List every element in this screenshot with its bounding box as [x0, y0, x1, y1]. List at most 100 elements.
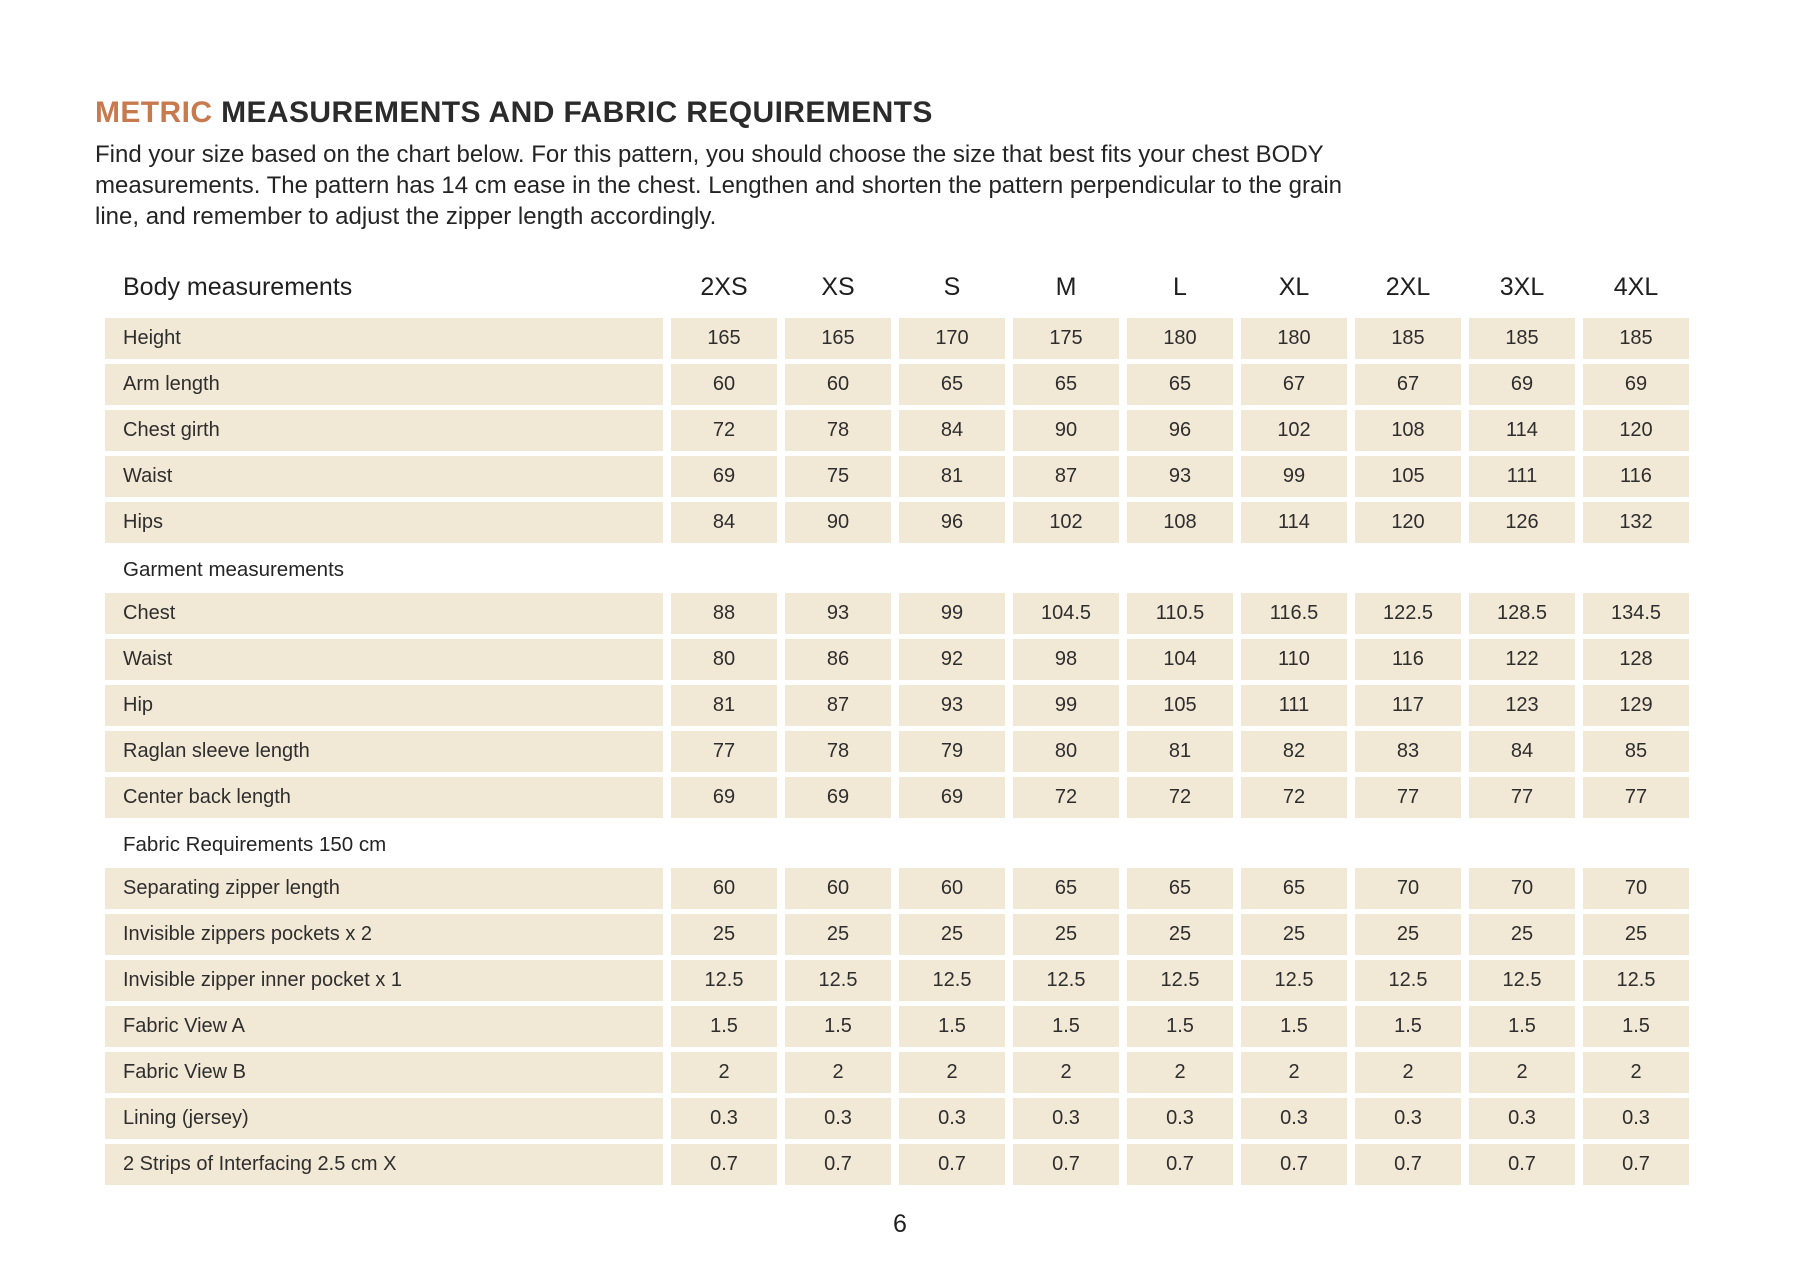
- row-value: 1.5: [785, 1006, 891, 1047]
- row-value: 25: [899, 914, 1005, 955]
- row-value: 93: [785, 593, 891, 634]
- table-row: Invisible zippers pockets x 2 25 25 25 25 25 2…: [105, 914, 1689, 955]
- row-value: 93: [1127, 456, 1233, 497]
- row-value: 77: [1583, 777, 1689, 818]
- row-value: 0.3: [1241, 1098, 1347, 1139]
- row-value: 0.7: [1127, 1144, 1233, 1185]
- row-value: 84: [671, 502, 777, 543]
- row-value: 72: [1241, 777, 1347, 818]
- row-value: 60: [785, 868, 891, 909]
- row-value: 92: [899, 639, 1005, 680]
- row-value: 114: [1469, 410, 1575, 451]
- row-value: 122: [1469, 639, 1575, 680]
- row-value: 2: [671, 1052, 777, 1093]
- row-label: Invisible zippers pockets x 2: [105, 914, 663, 955]
- intro-line: line, and remember to adjust the zipper …: [95, 203, 717, 230]
- row-label: Waist: [105, 639, 663, 680]
- row-value: 0.7: [1355, 1144, 1461, 1185]
- row-value: 83: [1355, 731, 1461, 772]
- row-label: Chest: [105, 593, 663, 634]
- row-value: 104.5: [1013, 593, 1119, 634]
- size-column-header: 2XL: [1385, 272, 1431, 301]
- size-column-header: 3XL: [1499, 272, 1545, 301]
- row-value: 0.3: [899, 1098, 1005, 1139]
- row-value: 120: [1583, 410, 1689, 451]
- row-value: 60: [785, 364, 891, 405]
- row-value: 117: [1355, 685, 1461, 726]
- row-value: 2: [1241, 1052, 1347, 1093]
- row-value: 0.7: [671, 1144, 777, 1185]
- row-value: 111: [1469, 456, 1575, 497]
- row-value: 105: [1355, 456, 1461, 497]
- row-value: 0.3: [1583, 1098, 1689, 1139]
- table-row: Waist 69 75 81 87 93 99 105 111 116: [105, 456, 1689, 497]
- row-value: 2: [899, 1052, 1005, 1093]
- row-value: 0.7: [1583, 1144, 1689, 1185]
- row-label: Waist: [105, 456, 663, 497]
- row-value: 0.7: [785, 1144, 891, 1185]
- row-value: 65: [1127, 868, 1233, 909]
- row-value: 185: [1355, 318, 1461, 359]
- row-value: 1.5: [671, 1006, 777, 1047]
- table-row: Fabric View A 1.5 1.5 1.5 1.5 1.5 1.5 1.5 1.5 1.5: [105, 1006, 1689, 1047]
- intro-line: measurements. The pattern has 14 cm ease…: [95, 172, 1343, 199]
- size-column-header: 2XS: [700, 272, 748, 301]
- row-label: Separating zipper length: [105, 868, 663, 909]
- row-value: 77: [1469, 777, 1575, 818]
- page-title-rest: MEASUREMENTS AND FABRIC REQUIREMENTS: [212, 96, 933, 129]
- page-title: METRIC MEASUREMENTS AND FABRIC REQUIREME…: [95, 96, 1689, 130]
- table-row: Hips 84 90 96 102 108 114 120 126 132: [105, 502, 1689, 543]
- row-value: 128: [1583, 639, 1689, 680]
- row-value: 99: [1241, 456, 1347, 497]
- row-value: 12.5: [1127, 960, 1233, 1001]
- row-value: 185: [1583, 318, 1689, 359]
- row-value: 67: [1241, 364, 1347, 405]
- row-value: 1.5: [1127, 1006, 1233, 1047]
- row-value: 25: [1127, 914, 1233, 955]
- row-value: 102: [1013, 502, 1119, 543]
- row-value: 25: [1241, 914, 1347, 955]
- row-value: 72: [1127, 777, 1233, 818]
- intro-line: Find your size based on the chart below.…: [95, 141, 1324, 168]
- table-row: Lining (jersey) 0.3 0.3 0.3 0.3 0.3 0.3 0.3 0.3 0…: [105, 1098, 1689, 1139]
- row-label: 2 Strips of Interfacing 2.5 cm X: [105, 1144, 663, 1185]
- row-value: 180: [1127, 318, 1233, 359]
- row-value: 25: [1469, 914, 1575, 955]
- intro-paragraph: Find your size based on the chart below.…: [95, 139, 1689, 232]
- row-value: 60: [671, 364, 777, 405]
- row-value: 88: [671, 593, 777, 634]
- row-value: 86: [785, 639, 891, 680]
- row-value: 120: [1355, 502, 1461, 543]
- row-value: 114: [1241, 502, 1347, 543]
- row-value: 110: [1241, 639, 1347, 680]
- row-value: 108: [1127, 502, 1233, 543]
- row-value: 99: [899, 593, 1005, 634]
- row-value: 123: [1469, 685, 1575, 726]
- row-value: 12.5: [1241, 960, 1347, 1001]
- row-value: 12.5: [1013, 960, 1119, 1001]
- row-value: 2: [1127, 1052, 1233, 1093]
- size-column-header: M: [1055, 272, 1077, 301]
- table-row: Separating zipper length 60 60 60 65 65 65 70 70…: [105, 868, 1689, 909]
- row-value: 2: [1469, 1052, 1575, 1093]
- row-value: 70: [1583, 868, 1689, 909]
- row-value: 69: [1469, 364, 1575, 405]
- row-value: 25: [671, 914, 777, 955]
- row-value: 1.5: [1241, 1006, 1347, 1047]
- row-value: 116: [1355, 639, 1461, 680]
- row-value: 111: [1241, 685, 1347, 726]
- row-value: 185: [1469, 318, 1575, 359]
- row-value: 65: [1127, 364, 1233, 405]
- row-label: Invisible zipper inner pocket x 1: [105, 960, 663, 1001]
- row-value: 78: [785, 410, 891, 451]
- row-value: 0.7: [899, 1144, 1005, 1185]
- table-row: Chest girth 72 78 84 90 96 102 108 114 120: [105, 410, 1689, 451]
- row-label: Arm length: [105, 364, 663, 405]
- row-value: 0.3: [1469, 1098, 1575, 1139]
- row-value: 0.3: [785, 1098, 891, 1139]
- row-value: 134.5: [1583, 593, 1689, 634]
- row-value: 108: [1355, 410, 1461, 451]
- size-column-header: L: [1173, 272, 1187, 301]
